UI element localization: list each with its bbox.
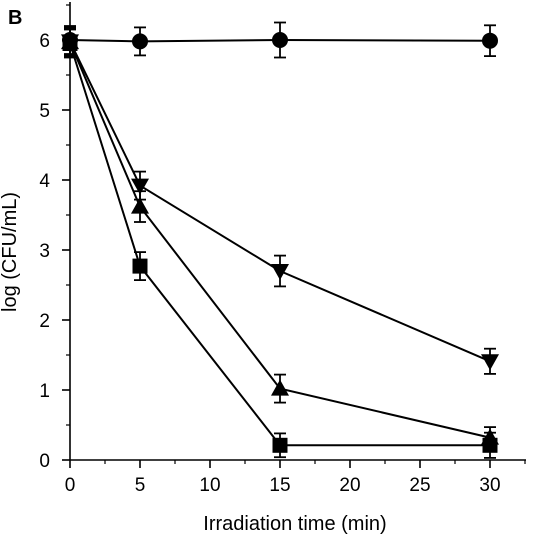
data-point — [272, 32, 288, 48]
data-point — [62, 36, 78, 51]
y-tick-label: 1 — [39, 381, 50, 402]
y-tick-label: 3 — [39, 241, 50, 262]
series-line — [69, 43, 490, 447]
panel-label: B — [8, 7, 22, 29]
x-ticks: 0 5 10 15 20 25 30 — [65, 460, 526, 496]
y-tick-label: 0 — [39, 451, 50, 472]
data-point — [482, 32, 498, 49]
x-tick-label: 5 — [135, 475, 146, 496]
data-point — [271, 264, 289, 280]
data-point — [271, 379, 289, 396]
data-point — [481, 354, 499, 371]
y-ticks: 0 1 2 3 4 5 6 — [39, 4, 70, 472]
data-point — [132, 33, 148, 50]
series-line — [69, 41, 491, 439]
series-square — [62, 28, 498, 459]
x-axis-title: Irradiation time (min) — [203, 513, 386, 535]
x-tick-label: 15 — [269, 475, 290, 496]
y-tick-label: 6 — [39, 31, 50, 52]
series-layer — [61, 21, 499, 459]
x-tick-label: 30 — [479, 475, 500, 496]
series-line — [69, 38, 491, 43]
data-point — [131, 197, 149, 214]
y-axis-title: log (CFU/mL) — [0, 192, 21, 312]
data-point — [131, 178, 149, 195]
series-circle — [62, 21, 498, 59]
x-tick-label: 25 — [409, 475, 430, 496]
series-line — [69, 40, 491, 363]
y-tick-label: 2 — [39, 311, 50, 332]
data-point — [272, 437, 288, 453]
data-point — [482, 437, 498, 453]
x-tick-label: 10 — [199, 475, 220, 496]
x-tick-label: 0 — [65, 475, 76, 496]
series-triangle-up — [61, 27, 499, 450]
y-tick-label: 5 — [39, 101, 50, 122]
data-point — [132, 258, 148, 274]
series-triangle-down — [61, 26, 499, 375]
x-tick-label: 20 — [339, 475, 360, 496]
y-tick-label: 4 — [39, 171, 50, 192]
